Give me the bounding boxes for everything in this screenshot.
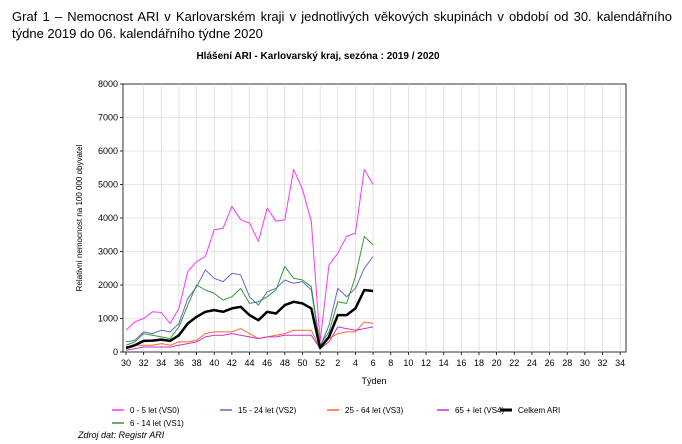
- y-tick-label: 3000: [98, 247, 118, 257]
- y-tick-label: 2000: [98, 280, 118, 290]
- x-tick-label: 48: [280, 358, 290, 368]
- x-tick-label: 46: [262, 358, 272, 368]
- x-tick-label: 30: [580, 358, 590, 368]
- source-note: Zdroj dat: Registr ARI: [78, 430, 165, 440]
- series-line: [125, 168, 374, 343]
- x-tick-label: 28: [562, 358, 572, 368]
- x-tick-label: 50: [297, 358, 307, 368]
- chart-title: Hlášení ARI - Karlovarský kraj, sezóna :…: [196, 51, 440, 62]
- series-lines: [125, 168, 374, 351]
- series-line: [125, 256, 374, 348]
- y-tick-label: 5000: [98, 180, 118, 190]
- x-tick-label: 10: [403, 358, 413, 368]
- x-tick-label: 44: [245, 358, 255, 368]
- x-tick-label: 20: [492, 358, 502, 368]
- x-axis-ticks: 30 32 34 36 38 40 42 44 46 48 50 52 2 4 6 8 10 12 14 16 18 20…: [121, 352, 625, 368]
- x-tick-label: 22: [509, 358, 519, 368]
- x-tick-label: 26: [545, 358, 555, 368]
- y-tick-label: 1000: [98, 314, 118, 324]
- x-tick-label: 6: [371, 358, 376, 368]
- x-axis-label: Týden: [361, 376, 386, 386]
- legend-label: Celkem ARI: [518, 406, 560, 415]
- legend-label: 0 - 5 let (VS0): [130, 406, 180, 415]
- x-tick-label: 16: [456, 358, 466, 368]
- y-tick-label: 7000: [98, 113, 118, 123]
- series-line: [125, 235, 374, 346]
- x-tick-label: 40: [209, 358, 219, 368]
- x-tick-label: 34: [615, 358, 625, 368]
- y-axis-ticks: 0 1000 2000 3000 4000 5000 6000 7000 8000: [98, 79, 123, 357]
- legend: 0 - 5 let (VS0) 15 - 24 let (VS2) 25 - 64 …: [112, 406, 560, 428]
- legend-label: 25 - 64 let (VS3): [345, 406, 404, 415]
- grid-lines: [123, 84, 626, 352]
- x-tick-label: 2: [335, 358, 340, 368]
- figure-caption: Graf 1 – Nemocnost ARI v Karlovarském kr…: [12, 9, 672, 41]
- y-tick-label: 8000: [98, 79, 118, 89]
- series-line: [125, 326, 374, 351]
- x-tick-label: 14: [439, 358, 449, 368]
- legend-label: 6 - 14 let (VS1): [130, 419, 184, 428]
- y-tick-label: 6000: [98, 146, 118, 156]
- x-tick-label: 8: [388, 358, 393, 368]
- x-tick-label: 42: [227, 358, 237, 368]
- x-tick-label: 12: [421, 358, 431, 368]
- x-tick-label: 52: [315, 358, 325, 368]
- legend-label: 65 + let (VS4): [455, 406, 504, 415]
- y-axis-label: Relativní nemocnost na 100 000 obyvatel: [75, 144, 84, 291]
- y-tick-label: 4000: [98, 213, 118, 223]
- x-tick-label: 30: [121, 358, 131, 368]
- legend-label: 15 - 24 let (VS2): [238, 406, 297, 415]
- x-tick-label: 24: [527, 358, 537, 368]
- x-tick-label: 38: [192, 358, 202, 368]
- series-line: [125, 288, 374, 350]
- x-tick-label: 36: [174, 358, 184, 368]
- x-tick-label: 32: [598, 358, 608, 368]
- x-tick-label: 4: [353, 358, 358, 368]
- x-tick-label: 34: [156, 358, 166, 368]
- y-tick-label: 0: [113, 347, 118, 357]
- x-tick-label: 32: [139, 358, 149, 368]
- x-tick-label: 18: [474, 358, 484, 368]
